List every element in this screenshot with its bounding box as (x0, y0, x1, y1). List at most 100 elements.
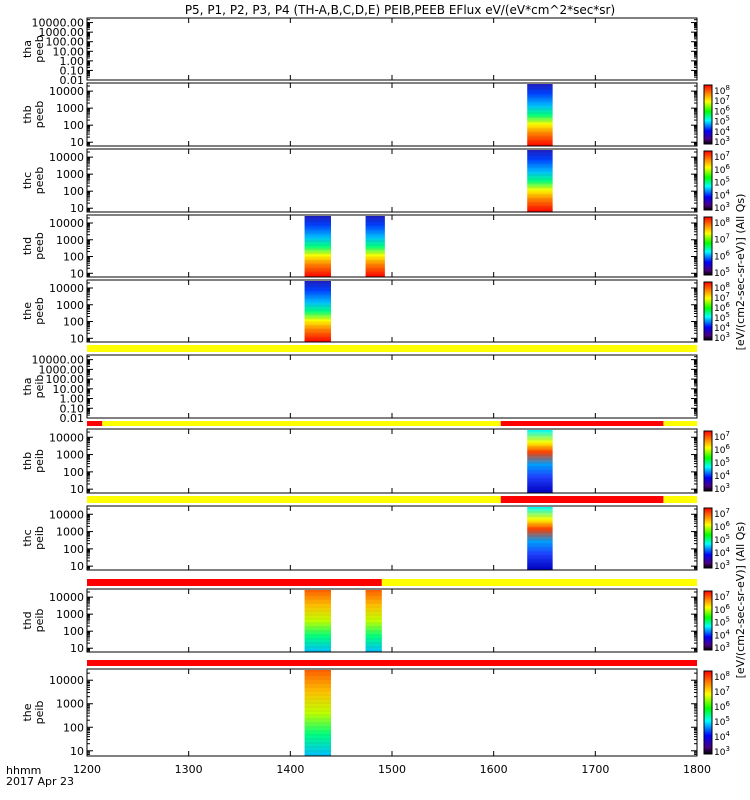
y-axis-title-probe: thc (21, 529, 34, 546)
colorbar-tick-label: 106 (714, 104, 730, 117)
y-axis-title-product: peeb (33, 167, 46, 195)
y-axis-title-probe: thd (21, 611, 34, 629)
y-tick-label: 10000 (49, 151, 84, 164)
y-tick-label: 1000 (56, 608, 84, 621)
y-tick-label: 10.00 (53, 383, 85, 396)
panel-frame (86, 214, 698, 278)
colorbar-tick-label: 107 (714, 430, 730, 443)
colorbar-tick-label: 104 (714, 321, 730, 334)
panel-frame (86, 354, 698, 419)
x-tick-label: 1700 (581, 763, 609, 776)
colorbar-tick-label: 108 (714, 281, 730, 294)
status-bar-red (500, 496, 664, 503)
spectrogram-segment (527, 84, 553, 146)
colorbar-tick-label: 105 (714, 115, 730, 128)
colorbar-tick-label: 107 (714, 291, 730, 304)
y-tick-label: 100.00 (46, 36, 85, 49)
chart-title: P5, P1, P2, P3, P4 (TH-A,B,C,D,E) PEIB,P… (185, 3, 615, 17)
y-tick-label: 1000 (56, 698, 84, 711)
y-tick-label: 1000.00 (39, 26, 85, 39)
colorbar-tick-label: 105 (714, 715, 730, 728)
panel-frame (86, 148, 698, 213)
spectrogram-segment (304, 281, 331, 342)
y-tick-label: 10000 (49, 508, 84, 521)
colorbar-tick-label: 108 (714, 670, 730, 683)
colorbar-tick-label: 107 (714, 150, 730, 163)
y-tick-label: 10 (70, 642, 84, 655)
colorbar-tick-label: 107 (714, 685, 730, 698)
status-bar-yellow (87, 345, 697, 352)
colorbar (703, 84, 713, 145)
y-tick-label: 10 (70, 332, 84, 345)
colorbar (703, 150, 713, 211)
colorbar-tick-label: 108 (714, 216, 730, 229)
y-tick-label: 0.01 (60, 74, 85, 87)
y-tick-label: 100 (63, 316, 84, 329)
spectrogram-segment (304, 670, 331, 756)
y-axis-title-probe: the (21, 703, 34, 721)
status-bar-red (87, 579, 382, 586)
status-bar-yellow (663, 496, 697, 503)
y-tick-label: 10.00 (53, 45, 85, 58)
y-tick-label: 100 (63, 625, 84, 638)
y-tick-label: 100 (63, 543, 84, 556)
x-tick-label: 1800 (683, 763, 711, 776)
spectrogram-segment (527, 507, 553, 570)
colorbar-tick-label: 106 (714, 163, 730, 176)
colorbar-tick-label: 105 (714, 266, 730, 279)
colorbar-tick-label: 106 (714, 301, 730, 314)
y-tick-label: 1.00 (60, 55, 85, 68)
colorbar (703, 216, 713, 276)
y-axis-title-product: peeb (33, 297, 46, 325)
panel-frame (86, 17, 698, 81)
x-tick-label: 1200 (73, 763, 101, 776)
x-tick-label: 1500 (378, 763, 406, 776)
colorbar-units-lower: [eV/(cm2-sec-sr-eV)] (All Qs) (734, 522, 747, 679)
status-bar-red (500, 421, 664, 426)
spectrogram-segment (527, 430, 553, 493)
panel-frame (86, 588, 698, 653)
colorbar-tick-label: 104 (714, 188, 730, 201)
y-tick-label: 0.10 (60, 64, 85, 77)
colorbar-tick-label: 106 (714, 443, 730, 456)
y-tick-label: 0.10 (60, 402, 85, 415)
colorbar-tick-label: 105 (714, 616, 730, 629)
colorbar-tick-label: 107 (714, 233, 730, 246)
colorbar-units: [eV/(cm2-sec-sr-eV)] (All Qs) [eV/(cm2-s… (734, 194, 747, 679)
y-tick-label: 10 (70, 136, 84, 149)
y-axis-title-probe: the (21, 302, 34, 320)
y-tick-label: 10000 (49, 282, 84, 295)
y-axis-title-product: peib (33, 526, 46, 550)
colorbar-tick-label: 107 (714, 590, 730, 603)
colorbar-tick-label: 103 (714, 135, 730, 148)
colorbar (703, 670, 713, 755)
x-tick-label: 1400 (276, 763, 304, 776)
y-tick-label: 10000 (49, 591, 84, 604)
y-tick-label: 100 (63, 466, 84, 479)
colorbar-tick-label: 106 (714, 700, 730, 713)
status-bar-red (87, 660, 697, 666)
colorbar-tick-label: 104 (714, 125, 730, 138)
status-bar-yellow (87, 496, 501, 503)
y-axis-title-product: peib (33, 609, 46, 633)
colorbar (703, 430, 713, 492)
spectrogram-segment (304, 590, 331, 652)
y-tick-label: 10 (70, 560, 84, 573)
panel-frame (86, 279, 698, 343)
y-tick-label: 10000 (49, 431, 84, 444)
y-tick-label: 100 (63, 185, 84, 198)
status-bar-red (87, 421, 103, 426)
colorbar-tick-label: 106 (714, 603, 730, 616)
y-tick-label: 10000.00 (32, 354, 85, 367)
spectrogram-segment (365, 216, 385, 277)
y-tick-label: 10000.00 (32, 17, 85, 30)
y-tick-label: 1.00 (60, 393, 85, 406)
y-axis-title-product: peeb (33, 232, 46, 260)
panel-frame (86, 505, 698, 571)
y-axis-title-probe: thb (21, 452, 34, 470)
